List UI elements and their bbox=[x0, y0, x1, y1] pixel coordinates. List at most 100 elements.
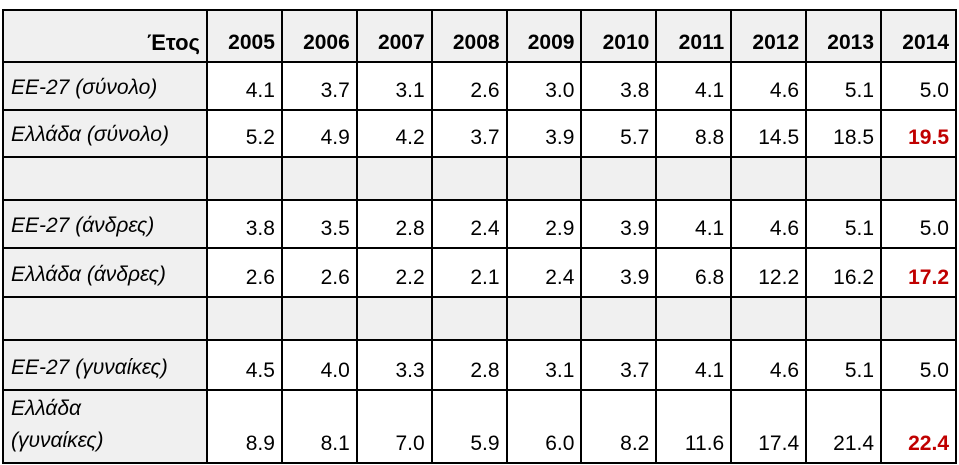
value-cell: 17.2 bbox=[880, 247, 957, 298]
value-cell: 3.7 bbox=[280, 61, 358, 111]
value-cell: 2.8 bbox=[430, 339, 508, 391]
spacer-cell bbox=[805, 156, 883, 201]
table-row: Ελλάδα (άνδρες) 2.6 2.6 2.2 2.1 2.4 3.9 6.8 12.2… bbox=[2, 247, 957, 298]
spacer-row bbox=[2, 296, 957, 341]
value-cell: 7.0 bbox=[355, 389, 433, 464]
value-cell: 16.2 bbox=[805, 247, 883, 298]
value-cell: 8.9 bbox=[206, 389, 283, 464]
value-cell: 2.4 bbox=[505, 247, 583, 298]
spacer-cell bbox=[355, 156, 433, 201]
year-header-cell: 2011 bbox=[655, 9, 733, 63]
value-cell: 2.2 bbox=[355, 247, 433, 298]
spacer-cell bbox=[355, 296, 433, 341]
year-header-cell: 2013 bbox=[805, 9, 883, 63]
value-cell: 4.0 bbox=[280, 339, 358, 391]
value-cell: 5.1 bbox=[805, 339, 883, 391]
value-cell: 3.1 bbox=[505, 339, 583, 391]
spacer-cell bbox=[580, 156, 658, 201]
value-cell: 2.4 bbox=[430, 199, 508, 249]
spacer-row bbox=[2, 156, 957, 201]
value-cell: 5.0 bbox=[880, 61, 957, 111]
value-cell: 6.8 bbox=[655, 247, 733, 298]
unemployment-table: Έτος 2005 2006 2007 2008 2009 2010 2011 … bbox=[2, 9, 957, 464]
value-cell: 5.9 bbox=[430, 389, 508, 464]
value-cell: 6.0 bbox=[505, 389, 583, 464]
year-header-cell: 2009 bbox=[505, 9, 583, 63]
spacer-cell bbox=[505, 296, 583, 341]
spacer-cell bbox=[430, 156, 508, 201]
spacer-cell bbox=[880, 156, 957, 201]
header-row: Έτος 2005 2006 2007 2008 2009 2010 2011 … bbox=[2, 9, 957, 63]
spacer-cell bbox=[805, 296, 883, 341]
spacer-cell bbox=[280, 296, 358, 341]
year-header-cell: 2010 bbox=[580, 9, 658, 63]
year-header-cell: 2012 bbox=[730, 9, 808, 63]
year-header-cell: 2007 bbox=[355, 9, 433, 63]
row-label-cell: ΕΕ-27 (άνδρες) bbox=[2, 199, 208, 249]
row-label-cell: Ελλάδα (άνδρες) bbox=[2, 247, 208, 298]
value-cell: 4.5 bbox=[206, 339, 283, 391]
spacer-cell bbox=[730, 156, 808, 201]
row-label-cell: Ελλάδα (γυναίκες) bbox=[2, 389, 208, 464]
value-cell: 3.9 bbox=[580, 247, 658, 298]
table-row: ΕΕ-27 (άνδρες) 3.8 3.5 2.8 2.4 2.9 3.9 4.1 4.6 5.… bbox=[2, 199, 957, 249]
year-header-label: Έτος bbox=[2, 9, 208, 63]
value-cell: 3.1 bbox=[355, 61, 433, 111]
year-header-cell: 2006 bbox=[280, 9, 358, 63]
value-cell: 8.2 bbox=[580, 389, 658, 464]
year-header-cell: 2008 bbox=[430, 9, 508, 63]
spacer-cell bbox=[280, 156, 358, 201]
value-cell: 5.0 bbox=[880, 199, 957, 249]
value-cell: 4.6 bbox=[730, 61, 808, 111]
value-cell: 4.1 bbox=[655, 339, 733, 391]
table-row: Ελλάδα (σύνολο) 5.2 4.9 4.2 3.7 3.9 5.7 8.8 14.5… bbox=[2, 109, 957, 158]
spacer-cell bbox=[880, 296, 957, 341]
value-cell: 17.4 bbox=[730, 389, 808, 464]
value-cell: 2.6 bbox=[430, 61, 508, 111]
value-cell: 8.8 bbox=[655, 109, 733, 158]
value-cell: 14.5 bbox=[730, 109, 808, 158]
value-cell: 4.6 bbox=[730, 199, 808, 249]
value-cell: 3.0 bbox=[505, 61, 583, 111]
year-header-cell: 2005 bbox=[206, 9, 283, 63]
value-cell: 4.2 bbox=[355, 109, 433, 158]
value-cell: 3.9 bbox=[505, 109, 583, 158]
value-cell: 3.8 bbox=[580, 61, 658, 111]
value-cell: 21.4 bbox=[805, 389, 883, 464]
row-label-cell: Ελλάδα (σύνολο) bbox=[2, 109, 208, 158]
table-row: Ελλάδα (γυναίκες) 8.9 8.1 7.0 5.9 6.0 8.2 11.6 1… bbox=[2, 389, 957, 464]
spacer-cell bbox=[730, 296, 808, 341]
table-row: ΕΕ-27 (σύνολο) 4.1 3.7 3.1 2.6 3.0 3.8 4.1 4.6 5.… bbox=[2, 61, 957, 111]
value-cell: 8.1 bbox=[280, 389, 358, 464]
year-header-cell: 2014 bbox=[880, 9, 957, 63]
value-cell: 5.1 bbox=[805, 61, 883, 111]
spacer-cell bbox=[206, 296, 283, 341]
value-cell: 5.0 bbox=[880, 339, 957, 391]
value-cell: 2.6 bbox=[206, 247, 283, 298]
spacer-cell bbox=[430, 296, 508, 341]
spacer-cell bbox=[505, 156, 583, 201]
row-label-cell: ΕΕ-27 (σύνολο) bbox=[2, 61, 208, 111]
value-cell: 3.8 bbox=[206, 199, 283, 249]
value-cell: 12.2 bbox=[730, 247, 808, 298]
value-cell: 2.8 bbox=[355, 199, 433, 249]
value-cell: 11.6 bbox=[655, 389, 733, 464]
value-cell: 2.9 bbox=[505, 199, 583, 249]
table-body: ΕΕ-27 (σύνολο) 4.1 3.7 3.1 2.6 3.0 3.8 4.1 4.6 5.… bbox=[2, 61, 957, 464]
spacer-cell bbox=[655, 156, 733, 201]
table-row: ΕΕ-27 (γυναίκες) 4.5 4.0 3.3 2.8 3.1 3.7 4.1 4.6… bbox=[2, 339, 957, 391]
value-cell: 2.1 bbox=[430, 247, 508, 298]
spacer-cell bbox=[655, 296, 733, 341]
spacer-cell bbox=[580, 296, 658, 341]
spacer-cell bbox=[2, 156, 208, 201]
value-cell: 5.1 bbox=[805, 199, 883, 249]
value-cell: 4.1 bbox=[206, 61, 283, 111]
value-cell: 4.1 bbox=[655, 199, 733, 249]
spacer-cell bbox=[2, 296, 208, 341]
value-cell: 3.3 bbox=[355, 339, 433, 391]
value-cell: 2.6 bbox=[280, 247, 358, 298]
value-cell: 3.7 bbox=[580, 339, 658, 391]
value-cell: 5.7 bbox=[580, 109, 658, 158]
value-cell: 19.5 bbox=[880, 109, 957, 158]
